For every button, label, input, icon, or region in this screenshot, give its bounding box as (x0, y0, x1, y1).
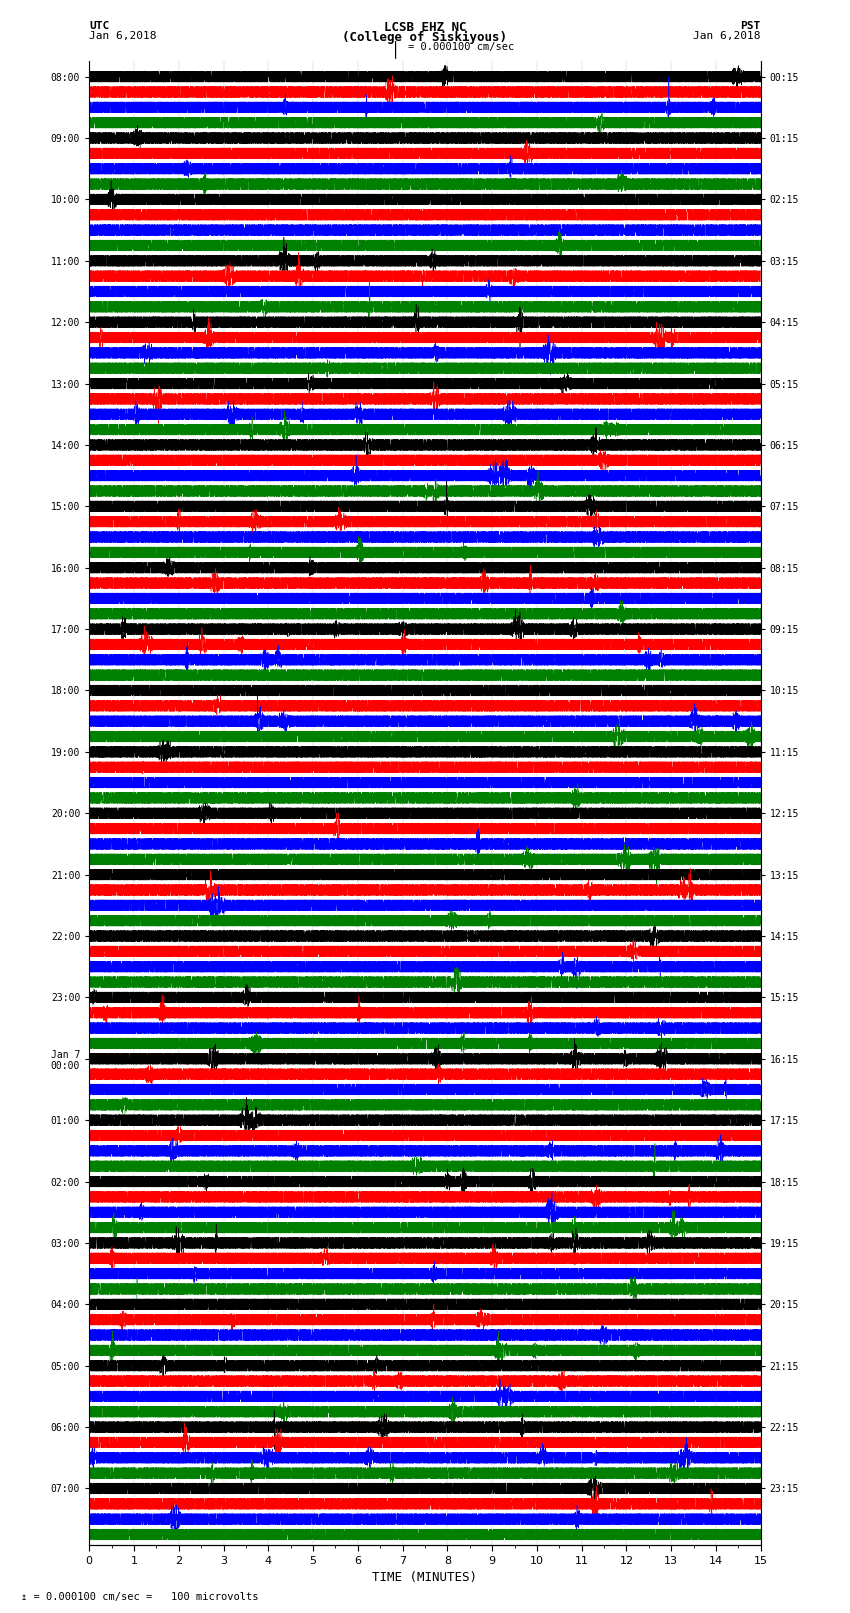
Text: (College of Siskiyous): (College of Siskiyous) (343, 31, 507, 44)
Text: UTC: UTC (89, 21, 110, 31)
Text: Jan 6,2018: Jan 6,2018 (89, 31, 156, 40)
Text: PST: PST (740, 21, 761, 31)
Text: │: │ (391, 40, 399, 58)
X-axis label: TIME (MINUTES): TIME (MINUTES) (372, 1571, 478, 1584)
Text: LCSB EHZ NC: LCSB EHZ NC (383, 21, 467, 34)
Text: = 0.000100 cm/sec: = 0.000100 cm/sec (408, 42, 514, 52)
Text: Jan 6,2018: Jan 6,2018 (694, 31, 761, 40)
Text: ↥ = 0.000100 cm/sec =   100 microvolts: ↥ = 0.000100 cm/sec = 100 microvolts (21, 1592, 258, 1602)
